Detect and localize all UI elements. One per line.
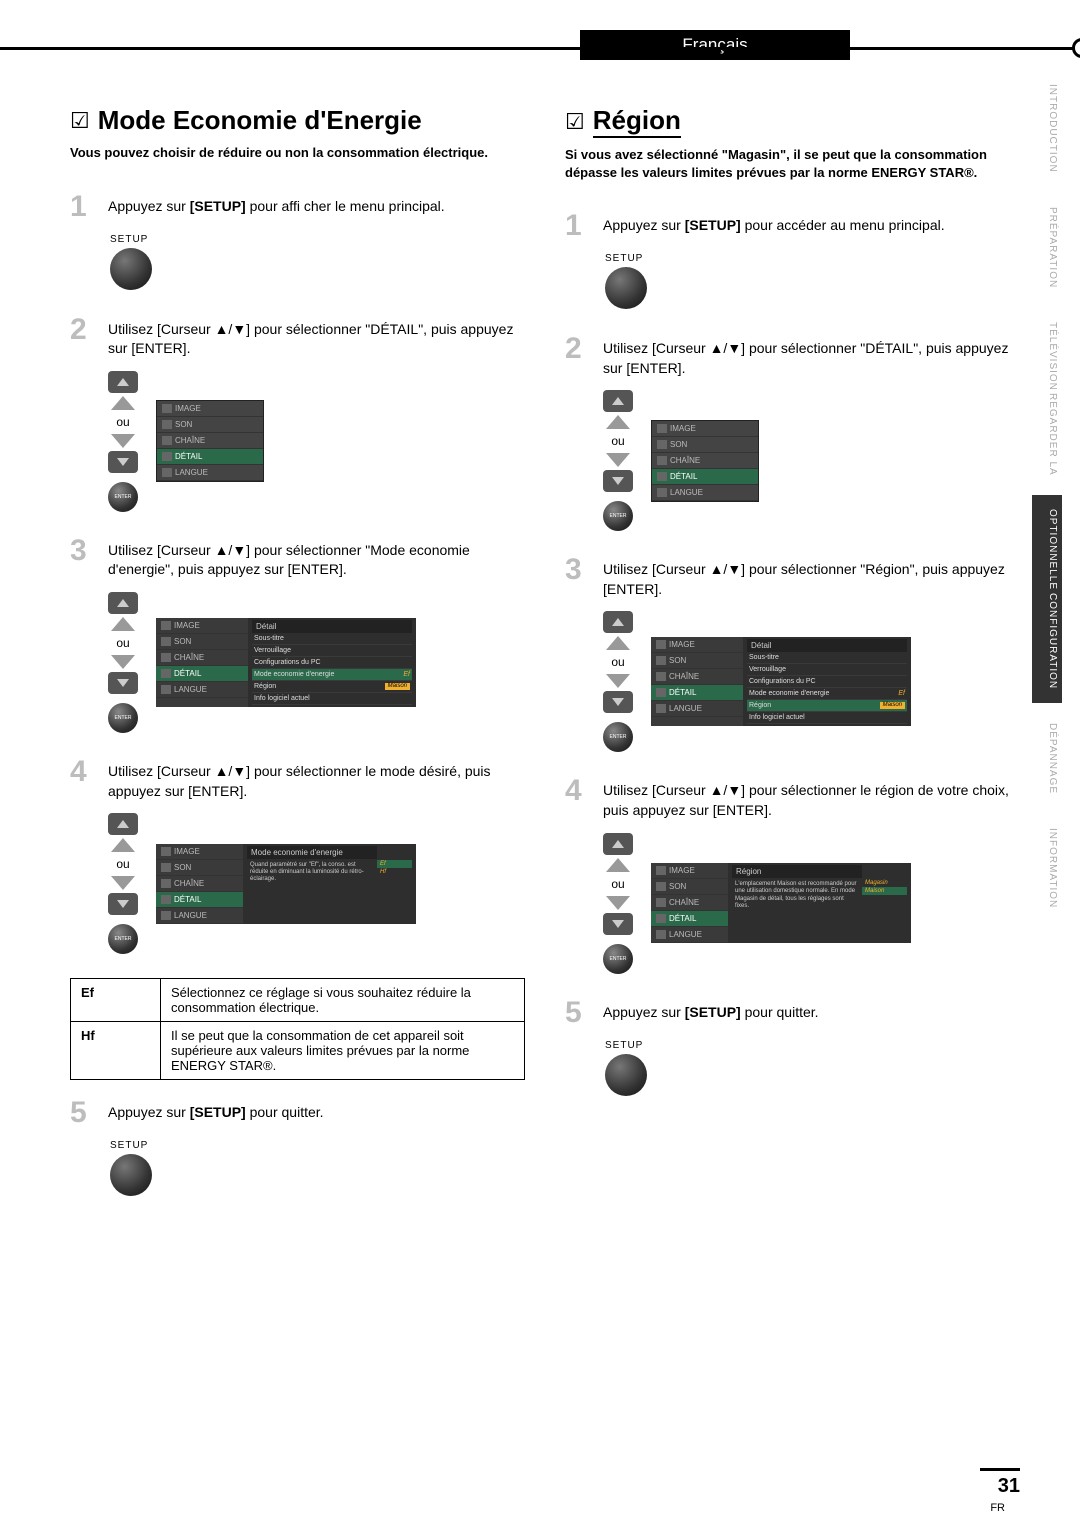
enter-button[interactable]: ENTER (108, 924, 138, 954)
menu-chaine: CHAÎNE (157, 433, 263, 449)
menu-detail: DÉTAIL (157, 449, 263, 465)
cursor-up[interactable] (108, 592, 138, 614)
tab-depannage: DÉPANNAGE (1032, 709, 1062, 808)
cursor-down[interactable] (108, 893, 138, 915)
check-icon: ☑ (70, 108, 90, 134)
tab-info: INFORMATION (1032, 814, 1062, 922)
step-num-4: 4 (70, 757, 98, 801)
menu-box: IMAGE SON CHAÎNE DÉTAIL LANGUE (156, 400, 264, 482)
step-num-5: 5 (70, 1098, 98, 1128)
setup-button[interactable] (110, 1154, 152, 1196)
enter-button[interactable]: ENTER (603, 944, 633, 974)
settings-table: EfSélectionnez ce réglage si vous souhai… (70, 978, 525, 1080)
step-num-3: 3 (70, 536, 98, 580)
enter-button[interactable]: ENTER (603, 722, 633, 752)
check-icon: ☑ (565, 109, 585, 135)
step-text-5: Appuyez sur [SETUP] pour quitter. (108, 1098, 324, 1128)
tab-config: OPTIONNELLE CONFIGURATION (1032, 495, 1062, 702)
step-text-2: Utilisez [Curseur ▲/▼] pour sélectionner… (108, 315, 525, 359)
cursor-up[interactable] (603, 611, 633, 633)
enter-button[interactable]: ENTER (603, 501, 633, 531)
detail-panel: IMAGE SON CHAÎNE DÉTAIL LANGUE Détail So… (651, 637, 911, 726)
setup-button[interactable] (605, 1054, 647, 1096)
left-subtitle: Vous pouvez choisir de réduire ou non la… (70, 144, 525, 162)
top-rule (0, 47, 1080, 50)
cursor-down[interactable] (108, 451, 138, 473)
menu-son: SON (157, 417, 263, 433)
enter-button[interactable]: ENTER (108, 482, 138, 512)
detail-panel-2: IMAGE SON CHAÎNE DÉTAIL LANGUE Mode econ… (156, 844, 416, 924)
tab-intro: INTRODUCTION (1032, 70, 1062, 187)
page-num-line (980, 1468, 1020, 1471)
detail-panel: IMAGE SON CHAÎNE DÉTAIL LANGUE Détail So… (156, 618, 416, 707)
step-text-3: Utilisez [Curseur ▲/▼] pour sélectionner… (108, 536, 525, 580)
menu-image: IMAGE (157, 401, 263, 417)
step-text-4: Utilisez [Curseur ▲/▼] pour sélectionner… (108, 757, 525, 801)
top-circle (1072, 38, 1080, 58)
menu-box: IMAGE SON CHAÎNE DÉTAIL LANGUE (651, 420, 759, 502)
language-tab: Français (580, 30, 850, 60)
page-lang: FR (990, 1502, 1005, 1514)
tab-regarder: TÉLÉVISION REGARDER LA (1032, 308, 1062, 490)
enter-button[interactable]: ENTER (108, 703, 138, 733)
cursor-up[interactable] (603, 833, 633, 855)
page-number: 31 (998, 1475, 1020, 1498)
tab-prep: PRÉPARATION (1032, 193, 1062, 302)
right-column: ☑ Région Si vous avez sélectionné "Magas… (565, 105, 1020, 1221)
setup-button[interactable] (110, 248, 152, 290)
cursor-down[interactable] (603, 470, 633, 492)
cursor-up[interactable] (603, 390, 633, 412)
menu-langue: LANGUE (157, 465, 263, 481)
left-title: Mode Economie d'Energie (98, 105, 422, 136)
step-text-1: Appuyez sur [SETUP] pour affi cher le me… (108, 192, 445, 222)
right-title: Région (593, 105, 681, 138)
left-column: ☑ Mode Economie d'Energie Vous pouvez ch… (70, 105, 525, 1221)
setup-label: SETUP (110, 234, 525, 245)
cursor-up[interactable] (108, 813, 138, 835)
arrow-down-icon (111, 434, 135, 448)
ou-label: ou (116, 415, 129, 429)
cursor-down[interactable] (108, 672, 138, 694)
step-num-1: 1 (70, 192, 98, 222)
cursor-down[interactable] (603, 691, 633, 713)
cursor-up[interactable] (108, 371, 138, 393)
setup-button[interactable] (605, 267, 647, 309)
detail-panel-2: IMAGE SON CHAÎNE DÉTAIL LANGUE Région L'… (651, 863, 911, 943)
cursor-down[interactable] (603, 913, 633, 935)
right-subtitle: Si vous avez sélectionné "Magasin", il s… (565, 146, 1020, 181)
step-num-2: 2 (70, 315, 98, 359)
side-tabs: INTRODUCTION PRÉPARATION TÉLÉVISION REGA… (1032, 70, 1062, 922)
arrow-up-icon (111, 396, 135, 410)
